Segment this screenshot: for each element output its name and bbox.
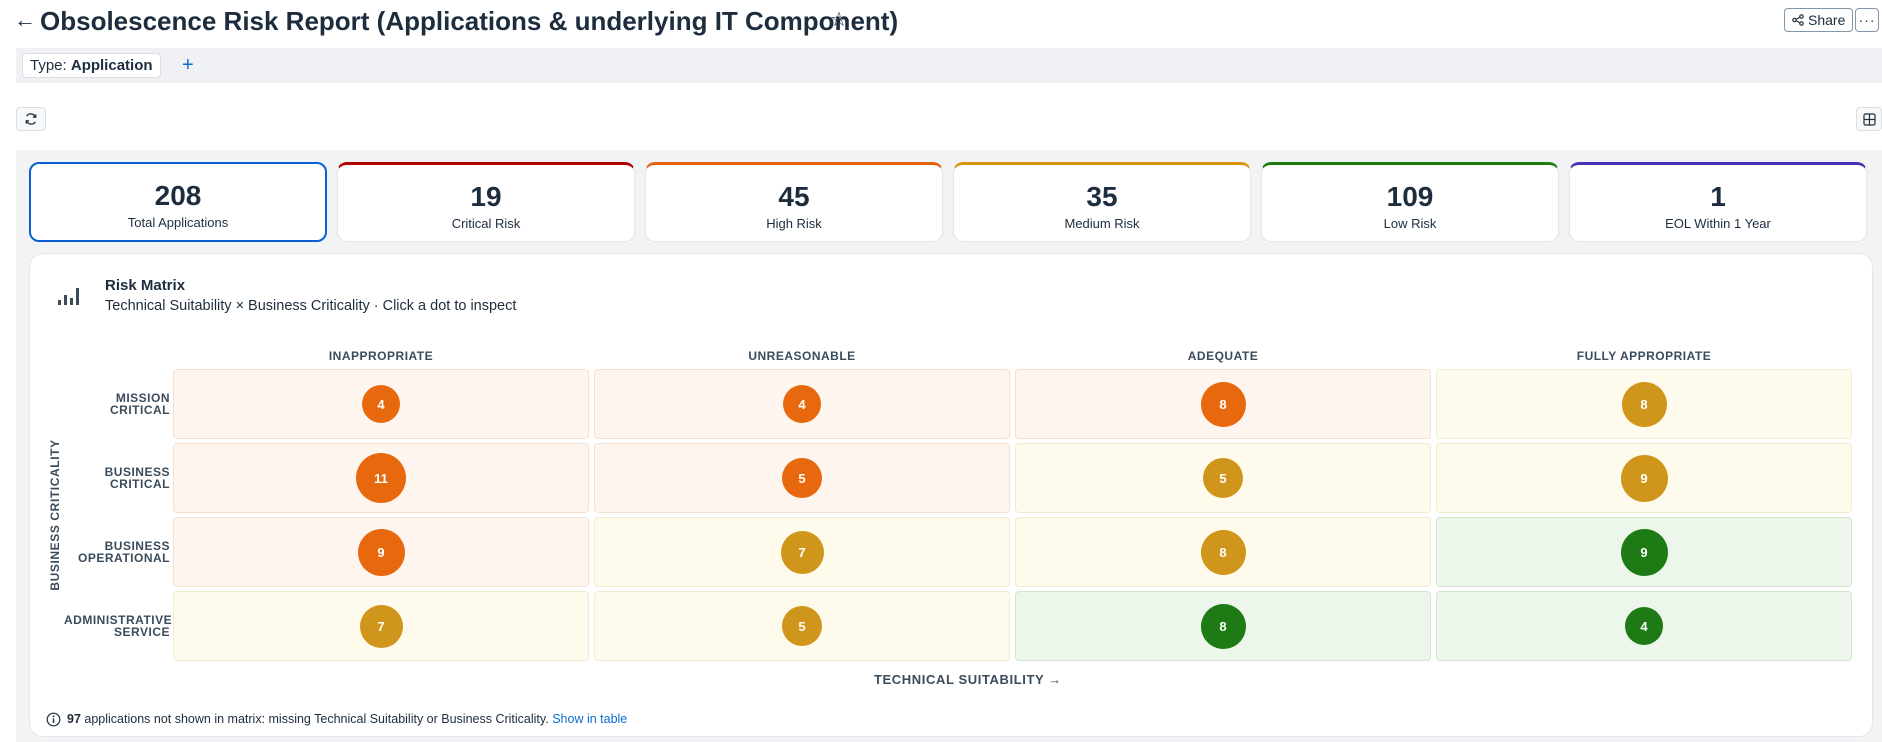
matrix-cell: 4	[1436, 591, 1852, 661]
filter-bar: Type: Application +	[16, 48, 1882, 83]
kpi-value: 45	[778, 181, 810, 212]
kpi-high-risk[interactable]: 45 High Risk	[645, 162, 943, 242]
matrix-cell: 8	[1436, 369, 1852, 439]
kpi-value: 208	[154, 180, 202, 211]
matrix-cell: 11	[173, 443, 589, 513]
matrix-cell: 8	[1015, 369, 1431, 439]
row-header-line-2: OPERATIONAL	[78, 551, 170, 565]
more-options-button[interactable]: ···	[1855, 8, 1879, 32]
grid-icon	[1862, 112, 1876, 126]
row-header-line-1: BUSINESS	[104, 465, 170, 479]
filter-chip-value: Application	[70, 57, 153, 74]
risk-dot[interactable]: 5	[782, 606, 822, 646]
row-header-administrative-service: ADMINISTRATIVE SERVICE	[64, 613, 173, 639]
risk-dot[interactable]: 8	[1200, 529, 1246, 575]
kpi-value: 109	[1386, 181, 1434, 212]
kpi-label: High Risk	[766, 216, 822, 231]
risk-dot[interactable]: 8	[1621, 381, 1667, 427]
refresh-icon	[25, 113, 37, 125]
row-header-line-2: CRITICAL	[110, 477, 170, 491]
refresh-button[interactable]	[16, 107, 46, 131]
footnote-text: applications not shown in matrix: missin…	[84, 712, 549, 726]
back-arrow-icon[interactable]: ←	[14, 7, 36, 32]
risk-dot[interactable]: 11	[356, 453, 406, 503]
kpi-label: Critical Risk	[451, 216, 521, 231]
row-header-line-1: ADMINISTRATIVE	[64, 613, 173, 627]
matrix-cell: 5	[594, 443, 1010, 513]
risk-dot[interactable]: 4	[783, 385, 821, 423]
risk-dot[interactable]: 5	[782, 458, 822, 498]
matrix-cell: 4	[594, 369, 1010, 439]
matrix-cell: 5	[1015, 443, 1431, 513]
column-header-inappropriate: INAPPROPRIATE	[328, 349, 434, 363]
share-button[interactable]: Share	[1784, 8, 1854, 32]
row-header-line-1: MISSION	[115, 391, 170, 405]
show-in-table-link[interactable]: Show in table	[552, 712, 628, 726]
risk-dot[interactable]: 9	[1620, 454, 1668, 502]
kpi-total-applications[interactable]: 208 Total Applications	[29, 162, 327, 242]
share-icon	[1792, 14, 1804, 26]
kpi-critical-risk[interactable]: 19 Critical Risk	[337, 162, 635, 242]
risk-dot[interactable]: 9	[357, 528, 405, 576]
row-header-mission-critical: MISSION CRITICAL	[64, 392, 170, 416]
bar-chart-icon	[58, 288, 79, 305]
add-filter-icon[interactable]: +	[182, 54, 194, 76]
x-axis-title: TECHNICAL SUITABILITY →	[874, 672, 1062, 687]
matrix-cell: 9	[173, 517, 589, 587]
favorite-star-icon[interactable]: ☆	[830, 9, 848, 31]
risk-dot[interactable]: 8	[1200, 603, 1246, 649]
kpi-value: 19	[470, 181, 502, 212]
kpi-label: Medium Risk	[1064, 216, 1140, 231]
missing-count: 97	[67, 712, 81, 726]
matrix-subtitle: Technical Suitability × Business Critica…	[105, 298, 517, 314]
risk-dot[interactable]: 4	[362, 385, 400, 423]
row-header-line-2: SERVICE	[114, 625, 170, 639]
page-header: ← Obsolescence Risk Report (Applications…	[0, 0, 1882, 44]
grid-view-button[interactable]	[1856, 107, 1882, 131]
matrix-cell: 5	[594, 591, 1010, 661]
risk-dot[interactable]: 7	[359, 604, 403, 648]
risk-dot[interactable]: 7	[780, 530, 824, 574]
kpi-label: EOL Within 1 Year	[1665, 216, 1771, 231]
kpi-eol-within-1-year[interactable]: 1 EOL Within 1 Year	[1569, 162, 1867, 242]
info-icon	[46, 712, 61, 726]
kpi-value: 1	[1710, 181, 1726, 212]
risk-dot[interactable]: 8	[1200, 381, 1246, 427]
column-header-fully-appropriate: FULLY APPROPRIATE	[1576, 349, 1712, 363]
kpi-label: Low Risk	[1383, 216, 1437, 231]
kpi-label: Total Applications	[127, 215, 229, 230]
matrix-cell: 7	[173, 591, 589, 661]
kpi-medium-risk[interactable]: 35 Medium Risk	[953, 162, 1251, 242]
matrix-cell: 9	[1436, 517, 1852, 587]
risk-dot[interactable]: 5	[1203, 458, 1243, 498]
risk-dot[interactable]: 4	[1625, 607, 1663, 645]
matrix-cell: 8	[1015, 591, 1431, 661]
column-header-unreasonable: UNREASONABLE	[748, 349, 856, 363]
risk-dot[interactable]: 9	[1620, 528, 1668, 576]
row-header-line-2: CRITICAL	[110, 403, 170, 417]
more-icon: ···	[1858, 12, 1876, 28]
filter-chip-type[interactable]: Type: Application	[22, 53, 161, 78]
row-header-line-1: BUSINESS	[104, 539, 170, 553]
matrix-footnote: 97 applications not shown in matrix: mis…	[46, 710, 627, 728]
share-label: Share	[1808, 12, 1846, 28]
kpi-low-risk[interactable]: 109 Low Risk	[1261, 162, 1559, 242]
row-header-business-critical: BUSINESS CRITICAL	[64, 466, 170, 490]
y-axis-title-text: BUSINESS CRITICALITY	[48, 439, 62, 591]
filter-chip-key: Type:	[30, 57, 67, 74]
matrix-title: Risk Matrix	[105, 277, 186, 294]
matrix-cell: 7	[594, 517, 1010, 587]
kpi-value: 35	[1086, 181, 1118, 212]
matrix-cell: 9	[1436, 443, 1852, 513]
column-header-adequate: ADEQUATE	[1187, 349, 1259, 363]
matrix-cell: 8	[1015, 517, 1431, 587]
matrix-cell: 4	[173, 369, 589, 439]
page-title: Obsolescence Risk Report (Applications &…	[40, 6, 899, 36]
row-header-business-operational: BUSINESS OPERATIONAL	[64, 540, 170, 564]
